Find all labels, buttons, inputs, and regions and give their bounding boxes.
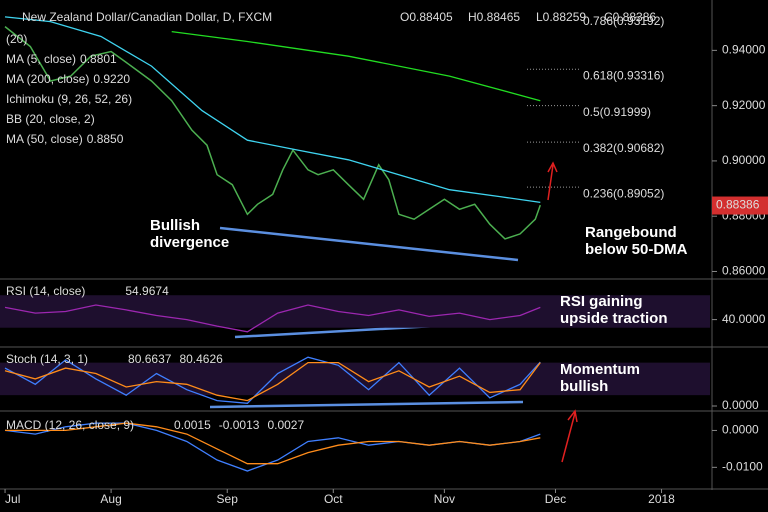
x-tick-label: Aug: [100, 492, 121, 506]
chart-title: New Zealand Dollar/Canadian Dollar, D, F…: [22, 10, 272, 24]
x-tick-label: Sep: [217, 492, 239, 506]
series-line: [4, 26, 542, 240]
legend-label: MA (200, close): [6, 72, 89, 86]
series-line: [4, 361, 541, 402]
series-line: [4, 304, 541, 333]
y-tick-label: 0.0000: [722, 423, 759, 437]
annotation: bullish: [560, 378, 608, 395]
trendline: [219, 226, 519, 262]
x-tick-label: Oct: [324, 492, 343, 506]
series-line: [4, 16, 541, 204]
annotation: divergence: [150, 234, 229, 251]
series-line: [171, 30, 541, 102]
legend-value: 80.6637: [128, 352, 172, 366]
x-tick-label: Dec: [545, 492, 566, 506]
legend-label: BB (20, close, 2): [6, 112, 95, 126]
ohlc: H0.88465: [468, 10, 520, 24]
y-tick-label: -0.0100: [722, 460, 763, 474]
legend-label: MACD (12, 26, close, 9): [6, 418, 134, 432]
ohlc: C0.88386: [604, 10, 656, 24]
series-line: [5, 422, 541, 465]
y-tick-label: 40.0000: [722, 312, 766, 326]
arrow: [547, 161, 578, 463]
annotation: RSI gaining: [560, 293, 643, 310]
legend-label: RSI (14, close): [6, 284, 85, 298]
annotation: upside traction: [560, 310, 668, 327]
y-tick-label: 0.94000: [722, 43, 766, 57]
fib-label: 0.236(0.89052): [583, 186, 664, 200]
legend-value: 0.0027: [267, 418, 304, 432]
legend-value: 54.9674: [125, 284, 169, 298]
ohlc: L0.88259: [536, 10, 586, 24]
legend-value: -0.0013: [219, 418, 260, 432]
fib-label: 0.618(0.93316): [583, 68, 664, 82]
trendline: [209, 400, 524, 409]
annotation: Momentum: [560, 361, 640, 378]
legend-value: 0.0015: [174, 418, 211, 432]
x-tick-label: Nov: [434, 492, 455, 506]
price-label: 0.88386: [716, 198, 760, 212]
ohlc: O0.88405: [400, 10, 453, 24]
fib-label: 0.5(0.91999): [583, 105, 651, 119]
legend-label: Ichimoku (9, 26, 52, 26): [6, 92, 132, 106]
legend-value: 0.9220: [93, 72, 130, 86]
legend-label: (20): [6, 32, 27, 46]
y-tick-label: 0.90000: [722, 153, 766, 167]
annotation: Bullish: [150, 217, 200, 234]
legend-label: Stoch (14, 3, 1): [6, 352, 88, 366]
annotation: Rangebound: [585, 224, 677, 241]
y-tick-label: 0.86000: [722, 264, 766, 278]
legend-label: MA (5, close): [6, 52, 76, 66]
fib-label: 0.786(0.93192): [583, 14, 664, 28]
x-tick-label: 2018: [648, 492, 675, 506]
legend-value: 0.8850: [87, 132, 124, 146]
y-tick-label: 0.92000: [722, 98, 766, 112]
legend-label: MA (50, close): [6, 132, 83, 146]
legend-value: 80.4626: [179, 352, 223, 366]
x-tick-label: Jul: [5, 492, 20, 506]
series-line: [4, 356, 541, 404]
fib-label: 0.382(0.90682): [583, 141, 664, 155]
legend-value: 0.8801: [80, 52, 117, 66]
y-tick-label: 0.0000: [722, 398, 759, 412]
price-box: [712, 196, 768, 215]
band: [0, 295, 710, 328]
annotation: below 50-DMA: [585, 241, 688, 258]
